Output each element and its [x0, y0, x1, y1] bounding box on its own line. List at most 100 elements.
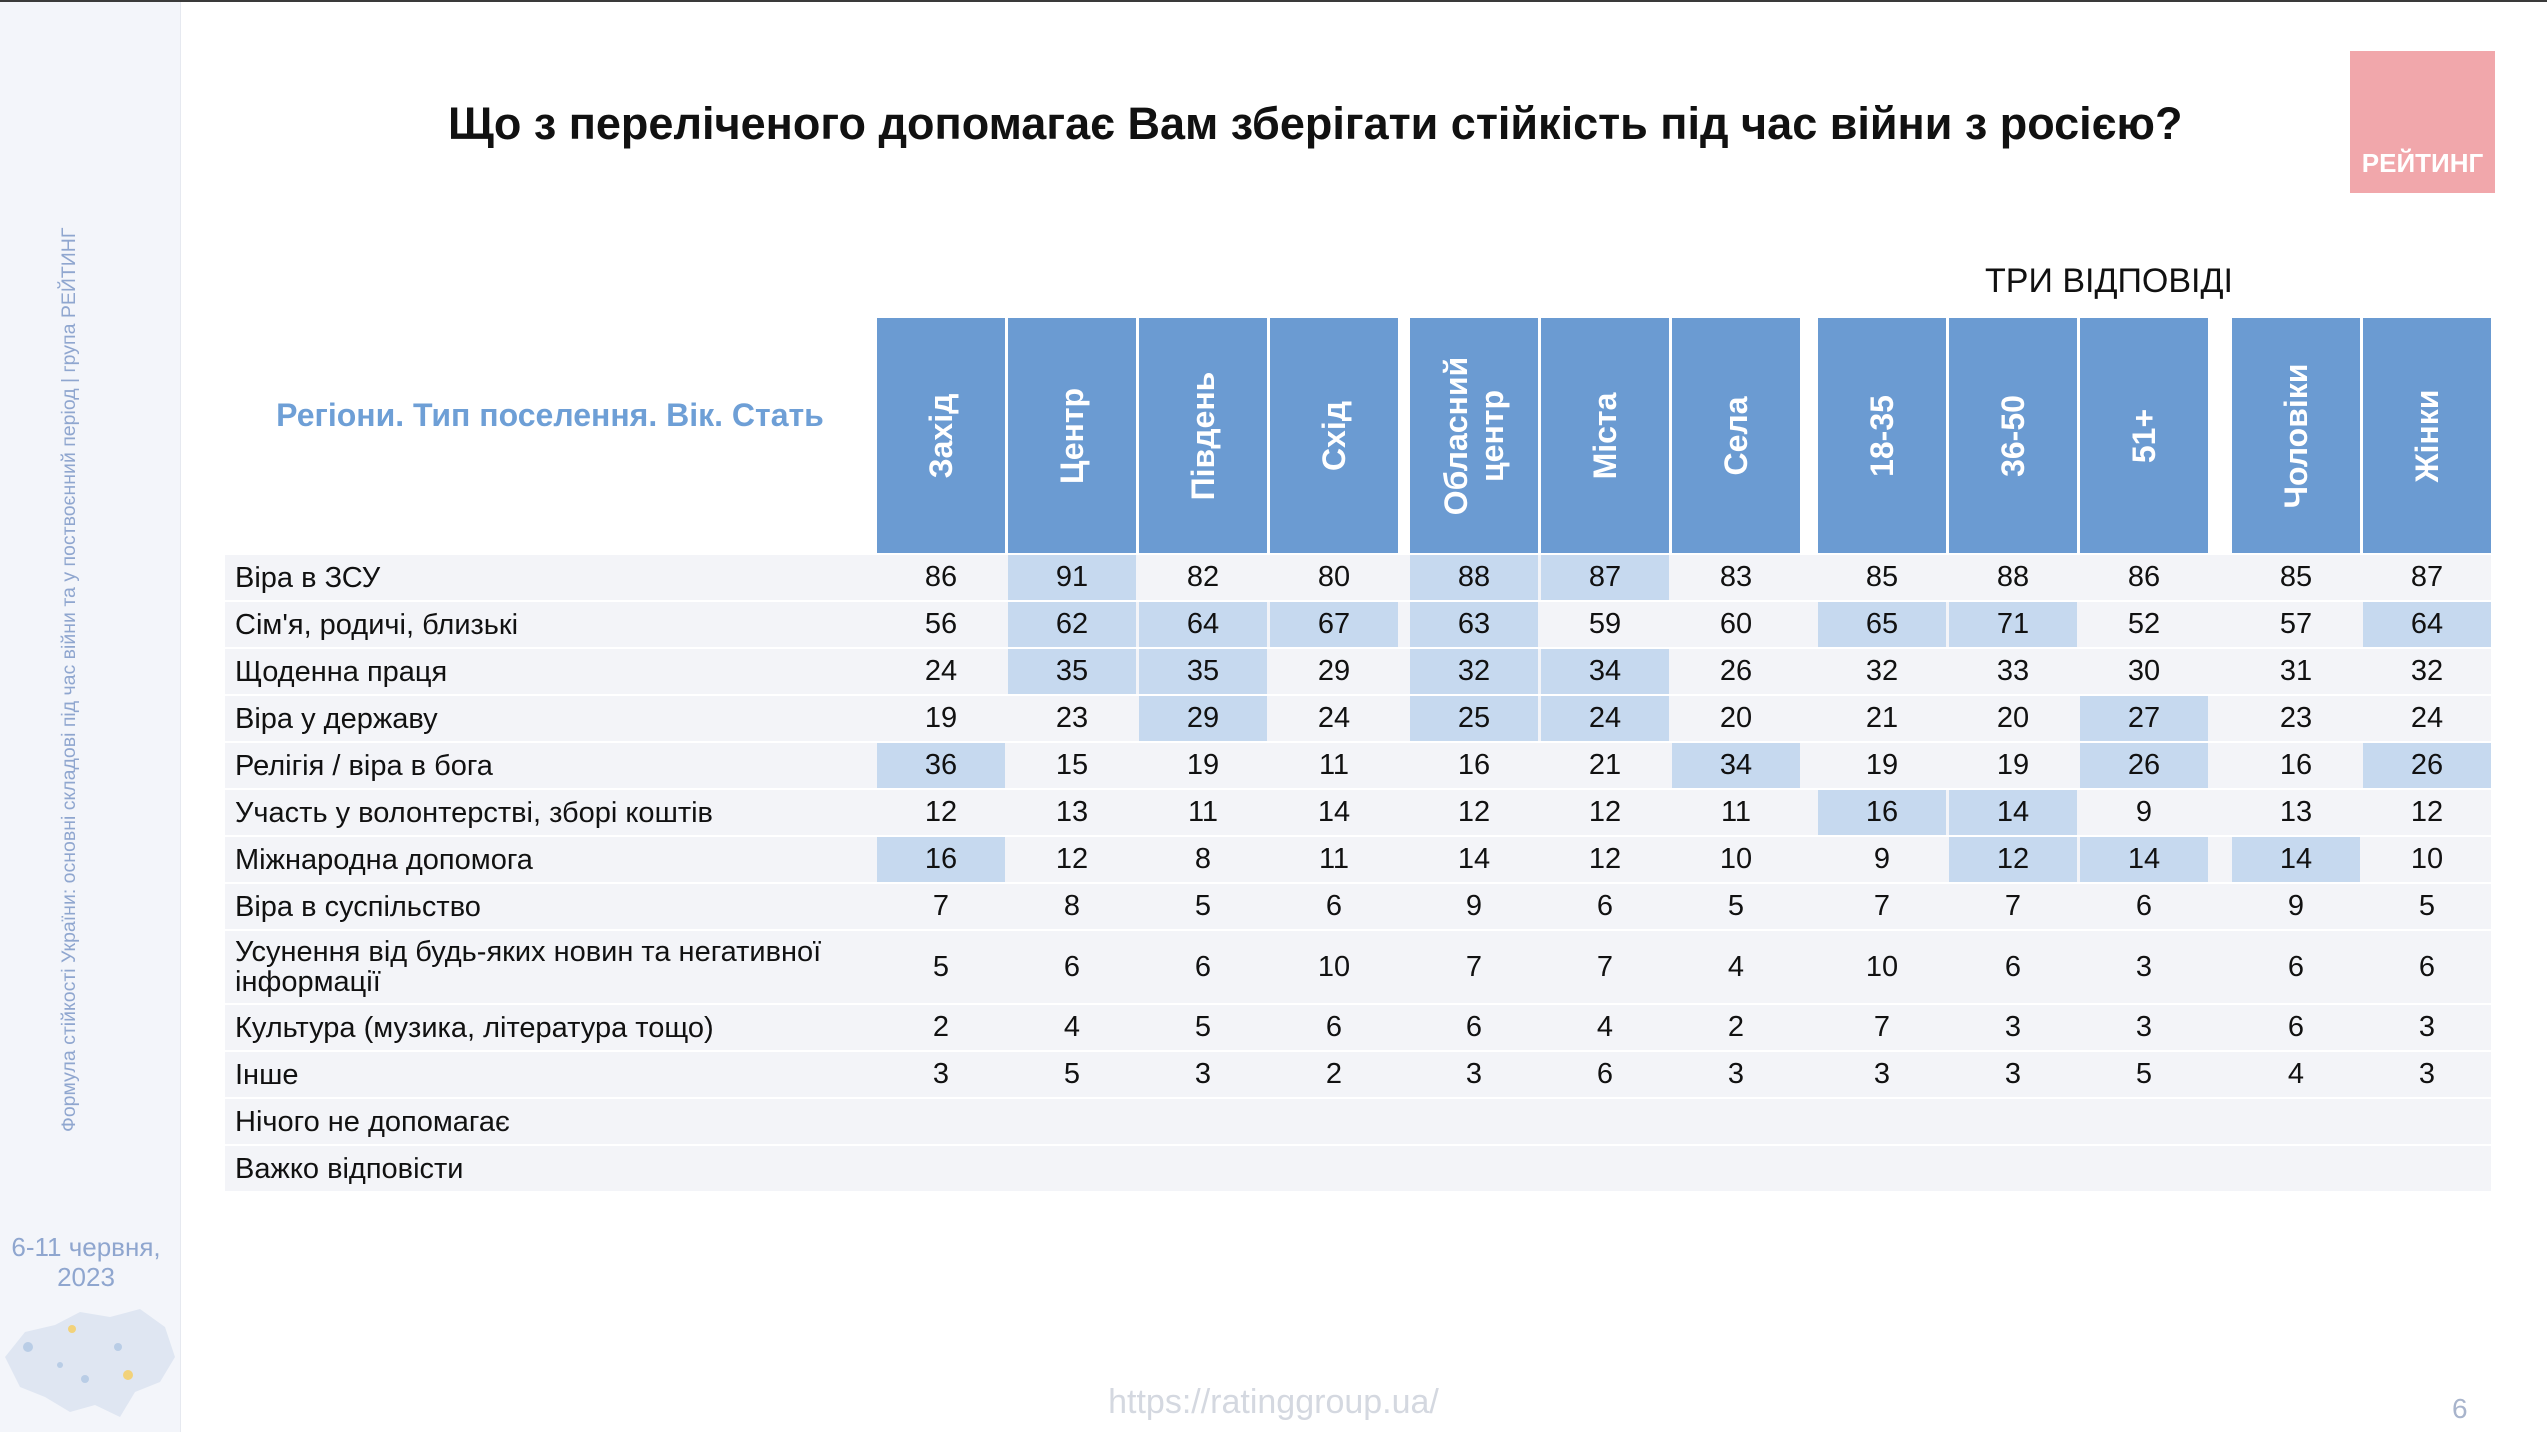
table-cell: 24 — [924, 655, 958, 687]
table-cell: 7 — [1465, 950, 1483, 983]
table-cell: 24 — [1317, 702, 1351, 734]
table-cell: 87 — [2410, 561, 2444, 593]
table-cell: 6 — [1325, 1011, 1343, 1043]
table-cell: 9 — [1873, 843, 1891, 875]
table-cell — [1139, 1099, 1267, 1144]
table-cell — [877, 1146, 1005, 1191]
table-cell — [1672, 1146, 1800, 1191]
table-cell: 7 — [2004, 890, 2022, 922]
table-cell: 2 — [1325, 1058, 1343, 1090]
table-cell: 9 — [2287, 890, 2305, 922]
table-row — [225, 884, 2491, 929]
table-cell: 36 — [877, 743, 1005, 788]
table-cell: 14 — [1949, 790, 2077, 835]
table-cell — [2080, 1146, 2208, 1191]
row-label: Віра у державу — [235, 702, 438, 735]
table-cell — [877, 1099, 1005, 1144]
table-cell — [1818, 1099, 1946, 1144]
table-cell: 64 — [2363, 602, 2491, 647]
sidebar: Формула стійкості України: основні склад… — [0, 2, 181, 1432]
table-cell — [1672, 1099, 1800, 1144]
table-cell: 5 — [1727, 890, 1745, 922]
table-cell: 10 — [1865, 950, 1899, 983]
table-cell: 7 — [1873, 1011, 1891, 1043]
table-cell: 11 — [1318, 843, 1350, 875]
table-cell: 86 — [2127, 561, 2161, 593]
table-cell: 2 — [1727, 1011, 1745, 1043]
table-cell: 3 — [2004, 1058, 2022, 1090]
table-cell: 3 — [2418, 1011, 2436, 1043]
table-row — [225, 1146, 2491, 1191]
table-cell — [1008, 1099, 1136, 1144]
table-cell: 86 — [924, 561, 958, 593]
table-cell: 4 — [1727, 950, 1745, 983]
table-cell: 85 — [2279, 561, 2313, 593]
table-cell: 3 — [2004, 1011, 2022, 1043]
table-cell: 88 — [1410, 555, 1538, 600]
row-label: Важко відповісти — [235, 1152, 464, 1185]
table-cell: 3 — [2418, 1058, 2436, 1090]
table-cell: 19 — [924, 702, 958, 734]
table-row — [225, 649, 2491, 694]
table-cell — [2080, 1099, 2208, 1144]
answers-note: ТРИ ВІДПОВІДІ — [1985, 262, 2233, 300]
column-header: Обласний центр — [1410, 318, 1538, 553]
table-cell: 5 — [2418, 890, 2436, 922]
table-cell: 87 — [1541, 555, 1669, 600]
column-header: Села — [1672, 318, 1800, 553]
table-cell: 23 — [2279, 702, 2313, 734]
table-cell: 21 — [1865, 702, 1899, 734]
table-cell: 8 — [1063, 890, 1081, 922]
table-cell: 71 — [1949, 602, 2077, 647]
table-cell: 24 — [2410, 702, 2444, 734]
table-cell: 63 — [1410, 602, 1538, 647]
column-header-label: 18-35 — [1864, 394, 1900, 477]
table-cell: 6 — [2004, 950, 2022, 983]
table-cell: 11 — [1720, 796, 1752, 828]
table-cell: 26 — [1719, 655, 1753, 687]
table-cell: 3 — [932, 1058, 950, 1090]
column-header-label: Міста — [1587, 392, 1623, 479]
column-header: Міста — [1541, 318, 1669, 553]
table-cell: 16 — [2279, 749, 2313, 781]
column-header-label: 51+ — [2126, 408, 2162, 463]
table-cell: 5 — [2135, 1058, 2153, 1090]
table-cell: 10 — [1317, 950, 1351, 983]
table-cell: 88 — [1996, 561, 2030, 593]
table-cell — [1270, 1146, 1398, 1191]
table-cell: 6 — [1325, 890, 1343, 922]
table-cell: 7 — [1596, 950, 1614, 983]
column-header: 51+ — [2080, 318, 2208, 553]
table-cell: 3 — [1873, 1058, 1891, 1090]
row-label: Міжнародна допомога — [235, 843, 533, 876]
table-cell: 12 — [1588, 843, 1622, 875]
table-cell — [1949, 1146, 2077, 1191]
table-header-label: Регіони. Тип поселення. Вік. Стать — [276, 396, 824, 433]
table-cell: 3 — [1727, 1058, 1745, 1090]
page-number: 6 — [2452, 1393, 2468, 1424]
table-cell — [2363, 1099, 2491, 1144]
table-cell: 6 — [2135, 890, 2153, 922]
table-cell: 6 — [2418, 950, 2436, 983]
table-cell — [1139, 1146, 1267, 1191]
table-cell: 26 — [2080, 743, 2208, 788]
table-cell: 14 — [1317, 796, 1351, 828]
row-label: Культура (музика, література тощо) — [235, 1011, 714, 1044]
table-cell: 27 — [2080, 696, 2208, 741]
row-label: Сім'я, родичі, близькі — [235, 608, 519, 641]
row-label: Віра в ЗСУ — [235, 561, 381, 594]
column-header-label: Схід — [1316, 400, 1352, 471]
table-cell: 15 — [1055, 749, 1089, 781]
table-cell: 32 — [1410, 649, 1538, 694]
table-cell: 5 — [932, 950, 950, 983]
table-cell — [1008, 1146, 1136, 1191]
footer-url[interactable]: https://ratinggroup.ua/ — [1108, 1383, 1439, 1421]
table-cell: 83 — [1719, 561, 1753, 593]
sidebar-caption: Формула стійкості України: основні склад… — [58, 227, 80, 1132]
table-cell: 19 — [1996, 749, 2030, 781]
ukraine-map-icon — [5, 1309, 175, 1417]
row-label: Нічого не допомагає — [235, 1105, 510, 1138]
table-cell: 3 — [2135, 1011, 2153, 1043]
table-cell: 20 — [1719, 702, 1753, 734]
table-cell: 10 — [1719, 843, 1753, 875]
